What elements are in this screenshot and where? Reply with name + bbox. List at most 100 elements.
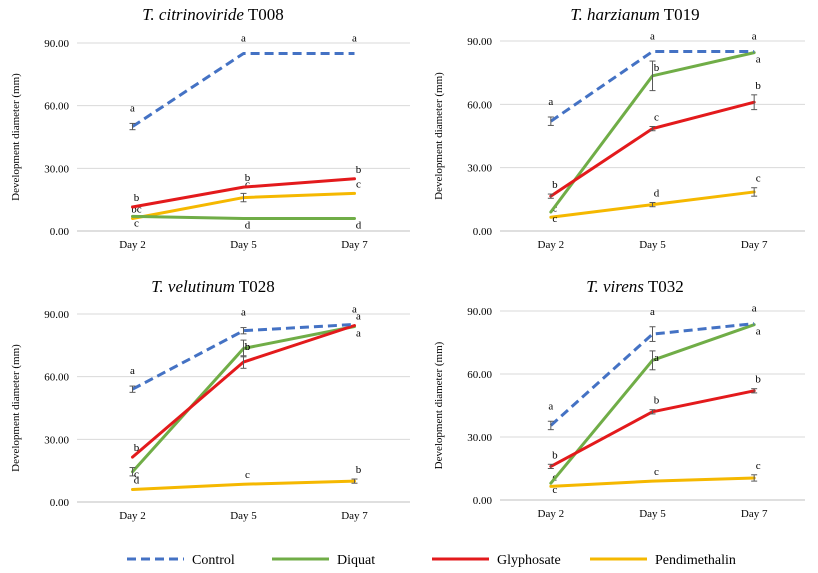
significance-letter: d [356, 219, 362, 231]
series-line-diquat [131, 214, 356, 220]
panel-title-code: T032 [644, 277, 684, 296]
panel-title-code: T008 [244, 5, 284, 24]
significance-letter: a [650, 306, 655, 318]
y-tick-label: 0.00 [473, 495, 493, 507]
series-line-glyphosate [131, 177, 356, 209]
significance-letter: c [134, 469, 139, 481]
significance-letter: c [756, 460, 761, 472]
x-tick-label: Day 5 [230, 510, 257, 522]
y-axis-label: Development diameter (mm) [433, 72, 445, 200]
significance-letter: a [756, 326, 761, 338]
y-tick-label: 0.00 [50, 226, 70, 238]
significance-letter: bc [131, 203, 142, 215]
y-tick-label: 90.00 [44, 38, 69, 50]
significance-letter: a [756, 54, 761, 66]
significance-letter: c [552, 484, 557, 496]
panel-title-species: T. virens [586, 277, 644, 296]
significance-letter: a [241, 307, 246, 319]
panel-title-code: T019 [660, 5, 700, 24]
significance-letter: c [756, 173, 761, 185]
chart-panel-1: 0.00 30.00 60.00 90.00 Day 2 Day 5 Day 7 Develo… [10, 5, 410, 251]
significance-letter: b [245, 172, 251, 184]
significance-letter: b [654, 395, 660, 407]
significance-letter: d [654, 188, 660, 200]
significance-letter: d [134, 474, 140, 486]
significance-letter: c [245, 469, 250, 481]
significance-letter: a [654, 352, 659, 364]
x-tick-label: Day 7 [341, 510, 368, 522]
significance-letter: b [552, 449, 558, 461]
chart-panel-4: 0.00 30.00 60.00 90.00 Day 2 Day 5 Day 7 Develo… [433, 277, 805, 520]
x-tick-label: Day 5 [230, 239, 257, 251]
legend-label-pendimethalin: Pendimethalin [655, 553, 736, 568]
series-line-glyphosate [549, 100, 756, 198]
x-tick-label: Day 5 [639, 239, 666, 251]
y-tick-label: 90.00 [467, 36, 492, 48]
series-line-diquat [549, 323, 756, 485]
significance-letter: a [130, 365, 135, 377]
significance-letter: a [548, 96, 553, 108]
series-line-control [131, 51, 355, 128]
legend-label-diquat: Diquat [337, 553, 375, 568]
y-tick-label: 90.00 [44, 309, 69, 321]
panel-title-species: T. citrinoviride [142, 5, 244, 24]
panel-title: T. citrinoviride T008 [142, 5, 284, 24]
significance-letter: b [552, 179, 558, 191]
series-line-glyphosate [549, 389, 756, 468]
y-tick-label: 60.00 [44, 372, 69, 384]
significance-letter: b [755, 374, 761, 386]
x-tick-label: Day 2 [538, 508, 565, 520]
chart-panel-2: 0.00 30.00 60.00 90.00 Day 2 Day 5 Day 7 Develo… [433, 5, 805, 251]
x-tick-label: Day 2 [119, 239, 146, 251]
significance-letter: d [245, 219, 251, 231]
significance-letter: b [134, 442, 140, 454]
panel-title: T. virens T032 [586, 277, 683, 296]
y-tick-label: 0.00 [50, 497, 70, 509]
panel-title: T. velutinum T028 [151, 277, 275, 296]
y-axis-label: Development diameter (mm) [10, 344, 22, 472]
significance-letter: a [356, 328, 361, 340]
significance-letter: c [552, 213, 557, 225]
significance-letter: a [130, 102, 135, 114]
significance-letter: c [654, 112, 659, 124]
x-tick-label: Day 2 [538, 239, 565, 251]
significance-letter: a [548, 400, 553, 412]
y-tick-label: 60.00 [467, 369, 492, 381]
significance-letter: b [245, 341, 251, 353]
x-tick-label: Day 5 [639, 508, 666, 520]
y-tick-label: 30.00 [467, 163, 492, 175]
y-tick-label: 60.00 [467, 99, 492, 111]
panel-title-species: T. harzianum [570, 5, 659, 24]
significance-letter: b [245, 341, 251, 353]
series-line-pendimethalin [549, 476, 756, 488]
significance-letter: b [134, 192, 140, 204]
significance-letter: b [654, 62, 660, 74]
significance-letter: a [352, 32, 357, 44]
y-tick-label: 0.00 [473, 226, 493, 238]
significance-letter: a [352, 303, 357, 315]
significance-letter: a [752, 303, 757, 315]
series-line-control [549, 322, 755, 427]
x-tick-label: Day 7 [741, 508, 768, 520]
y-tick-label: 30.00 [44, 434, 69, 446]
series-line-control [131, 322, 355, 391]
significance-letter: b [755, 80, 761, 92]
significance-letter: c [654, 466, 659, 478]
legend: Control Diquat Glyphosate Pendimethalin [127, 553, 736, 568]
y-axis-label: Development diameter (mm) [10, 73, 22, 201]
significance-letter: c [245, 178, 250, 190]
y-tick-label: 90.00 [467, 306, 492, 318]
significance-letter: c [134, 217, 139, 229]
x-tick-label: Day 7 [341, 239, 368, 251]
significance-letter: a [356, 310, 361, 322]
x-tick-label: Day 7 [741, 239, 768, 251]
y-tick-label: 30.00 [44, 163, 69, 175]
chart-panel-3: 0.00 30.00 60.00 90.00 Day 2 Day 5 Day 7 Develo… [10, 277, 410, 522]
y-axis-label: Development diameter (mm) [433, 341, 445, 469]
legend-label-control: Control [192, 553, 235, 568]
panel-title: T. harzianum T019 [570, 5, 699, 24]
series-line-pendimethalin [131, 479, 356, 491]
y-tick-label: 60.00 [44, 101, 69, 113]
legend-label-glyphosate: Glyphosate [497, 553, 561, 568]
